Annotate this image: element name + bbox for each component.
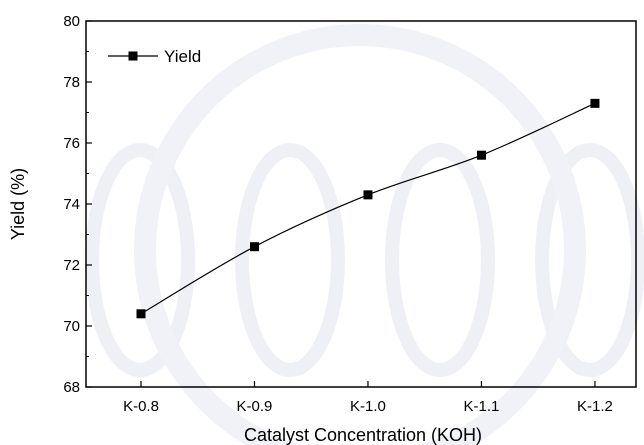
yield-data-point <box>590 98 600 108</box>
y-tick-label: 76 <box>63 135 80 152</box>
x-tick-label: K-1.2 <box>577 398 613 415</box>
y-axis: 68 70 72 74 76 78 80 <box>63 13 92 396</box>
x-tick-label: K-1.0 <box>350 398 386 415</box>
y-tick-label: 78 <box>63 74 80 91</box>
y-tick-label: 68 <box>63 379 80 396</box>
x-axis-title: Catalyst Concentration (KOH) <box>244 425 482 445</box>
legend-marker-square <box>128 51 138 61</box>
y-tick-label: 70 <box>63 318 80 335</box>
watermark-shape <box>235 143 345 377</box>
watermark-shape <box>85 143 195 377</box>
legend-label: Yield <box>164 47 201 66</box>
yield-data-point <box>249 242 259 252</box>
y-tick-label: 80 <box>63 13 80 30</box>
yield-data-point <box>476 150 486 160</box>
watermark-shape <box>535 143 644 377</box>
yield-series-line <box>140 102 596 315</box>
y-tick-label: 74 <box>63 196 80 213</box>
x-tick-label: K-1.1 <box>464 398 500 415</box>
y-axis-title: Yield (%) <box>8 168 28 240</box>
x-tick-label: K-0.8 <box>123 398 159 415</box>
watermark-ring <box>134 24 586 445</box>
yield-series-markers <box>136 98 600 319</box>
y-tick-label: 72 <box>63 257 80 274</box>
yield-data-point <box>363 190 373 200</box>
yield-data-point <box>136 309 146 319</box>
background-watermark <box>85 24 644 445</box>
legend: Yield <box>108 47 201 66</box>
watermark-shape <box>385 143 495 377</box>
x-axis: K-0.8 K-0.9 K-1.0 K-1.1 K-1.2 <box>123 381 613 415</box>
x-tick-label: K-0.9 <box>237 398 273 415</box>
